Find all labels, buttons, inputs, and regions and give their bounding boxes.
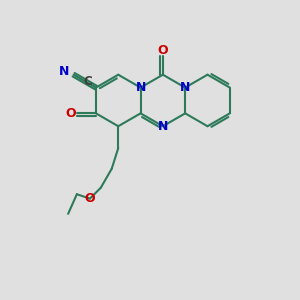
Text: O: O bbox=[158, 44, 168, 57]
Text: C: C bbox=[83, 75, 92, 88]
Text: O: O bbox=[85, 192, 95, 205]
Text: O: O bbox=[66, 107, 76, 120]
Text: N: N bbox=[180, 81, 190, 94]
Text: N: N bbox=[158, 120, 168, 133]
Text: N: N bbox=[135, 81, 146, 94]
Text: N: N bbox=[59, 65, 70, 78]
